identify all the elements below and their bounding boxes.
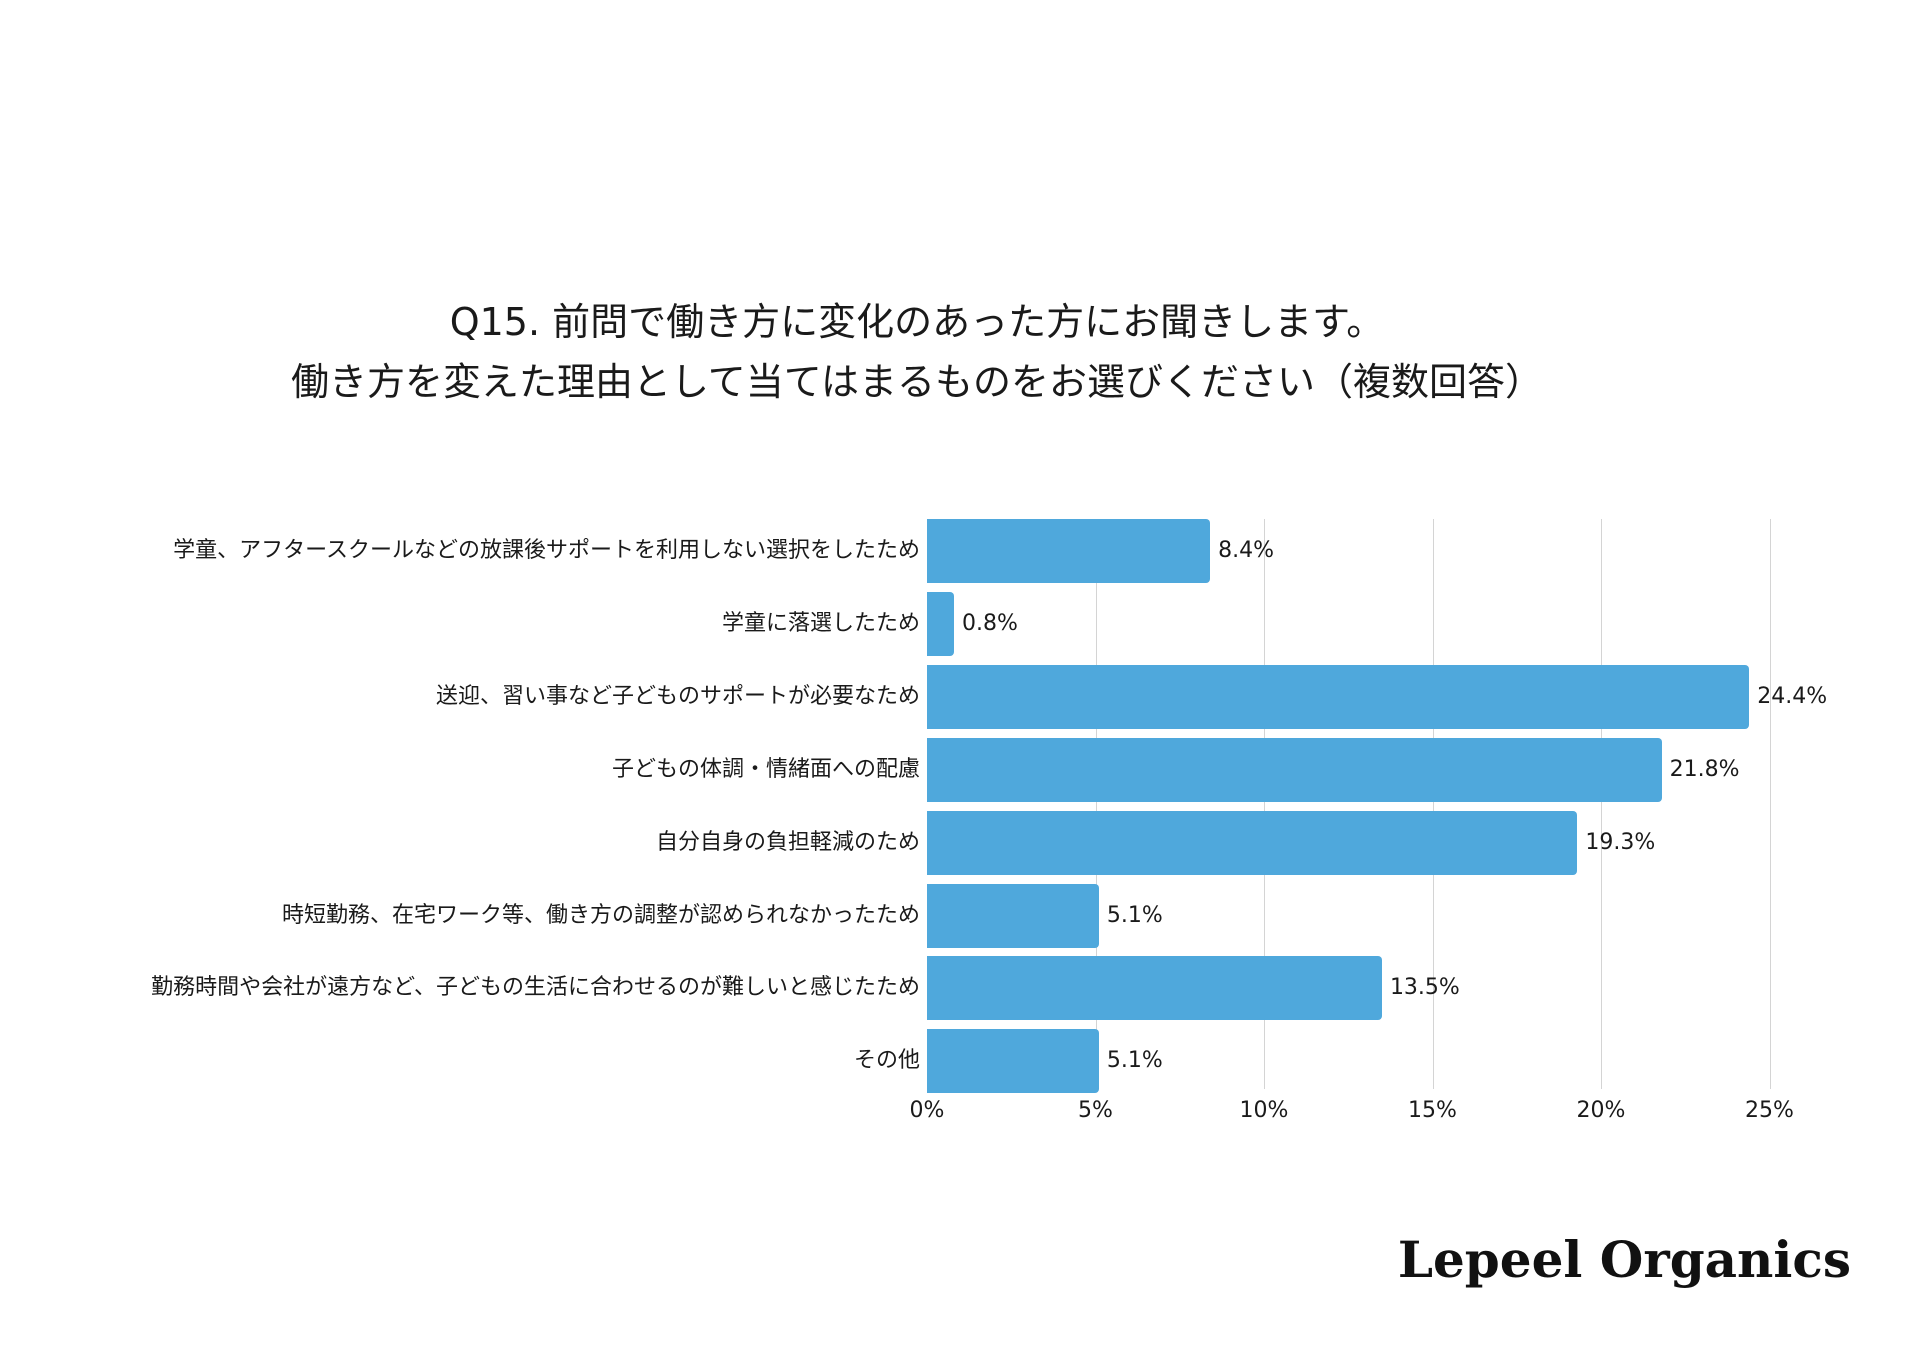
category-label: 送迎、習い事など子どものサポートが必要なため [435,683,920,709]
bar [927,664,1750,729]
chart-title-line1: Q15. 前問で働き方に変化のあった方にお聞きします。 [449,300,1385,344]
value-label: 13.5% [1389,975,1460,1001]
category-label: 自分自身の負担軽減のため [655,829,920,855]
category-label: 子どもの体調・情緒面への配慮 [611,756,920,782]
value-label: 8.4% [1218,538,1274,563]
bar [927,1029,1099,1094]
gridline [1095,519,1097,1089]
chart-title: Q15. 前問で働き方に変化のあった方にお聞きします。 働き方を変えた理由として… [0,292,1834,412]
bar [927,810,1578,875]
bar [927,883,1099,948]
x-tick-label: 0% [909,1098,945,1123]
x-tick-label: 10% [1239,1098,1289,1123]
x-tick-label: 20% [1576,1098,1626,1123]
bar [927,956,1382,1021]
bar [927,519,1211,583]
category-label: 時短勤務、在宅ワーク等、働き方の調整が認められなかったため [281,902,920,928]
bar [927,591,954,656]
x-tick-label: 5% [1078,1098,1113,1123]
chart-title-line2: 働き方を変えた理由として当てはまるものをお選びください（複数回答） [290,360,1544,404]
bar [927,737,1662,802]
value-label: 5.1% [1106,1048,1163,1074]
value-label: 24.4% [1757,683,1828,709]
value-label: 5.1% [1106,902,1163,928]
category-label: 勤務時間や会社が遠方など、子どもの生活に合わせるのが難しいと感じたため [151,975,920,1001]
category-label: 学童に落選したため [721,610,920,636]
gridline [1432,519,1434,1089]
value-label: 0.8% [961,610,1018,636]
brand-logo: Lepeel Organics [1397,1230,1851,1289]
x-tick-label: 25% [1745,1098,1794,1123]
category-label: 学童、アフタースクールなどの放課後サポートを利用しない選択をしたため [173,538,920,563]
gridline [1769,519,1771,1089]
x-tick-label: 15% [1408,1098,1457,1123]
value-label: 21.8% [1669,756,1740,782]
gridline [1601,519,1602,1089]
value-label: 19.3% [1585,829,1656,855]
category-label: その他 [853,1048,920,1074]
gridline [1264,519,1265,1089]
